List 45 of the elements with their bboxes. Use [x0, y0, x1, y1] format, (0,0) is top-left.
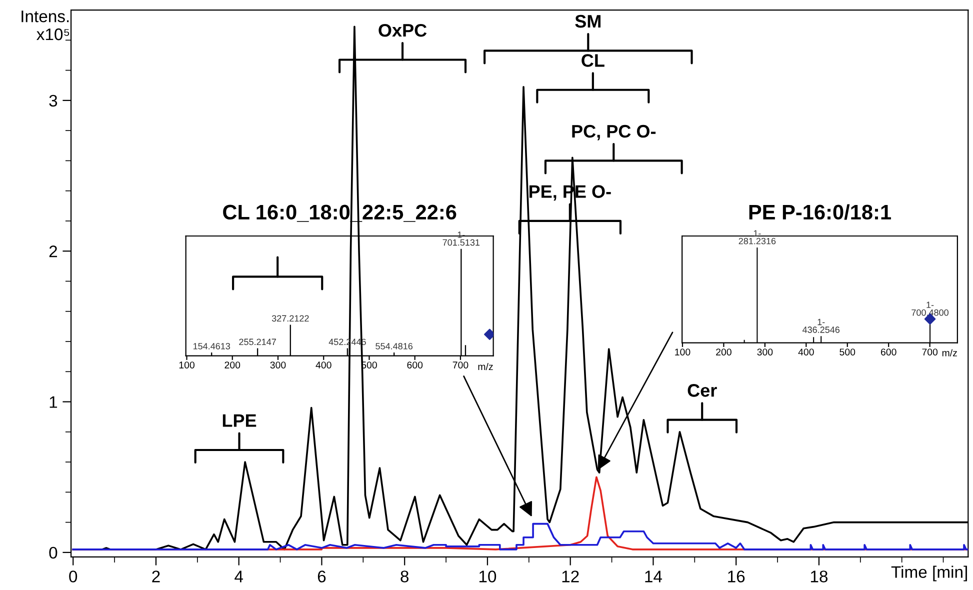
x-tick-label: 300	[270, 362, 286, 368]
x-tick-label: 600	[880, 348, 896, 356]
y-tick-label: 1	[50, 396, 58, 408]
annotation: 554.4816	[376, 342, 413, 350]
x-tick-label: 18	[810, 570, 828, 582]
y-tick-label: 2	[49, 246, 57, 258]
x-tick-label: 10	[479, 570, 496, 582]
annotation: 1- 436.2546	[802, 318, 840, 333]
x-tick-label: 400	[316, 362, 332, 368]
x-tick-label: 600	[407, 362, 423, 368]
x-tick-label: 700	[452, 362, 468, 368]
x-tick-label: 500	[840, 348, 856, 356]
annotation: 327.2122	[272, 315, 309, 322]
x-tick-label: 0	[69, 570, 78, 582]
x-axis-title: m/z	[478, 362, 493, 370]
annotation: 1- 700.4800	[912, 302, 948, 316]
x-tick-label: 2	[152, 570, 160, 582]
y-axis-title: Intens. x10⁵	[22, 10, 70, 40]
x-tick-label: 300	[757, 348, 773, 356]
annotation: Cer	[688, 384, 717, 397]
x-tick-label: 200	[224, 362, 240, 368]
annotation: CL	[582, 54, 604, 67]
x-axis-title: m/z	[942, 349, 957, 356]
annotation: OxPC	[378, 24, 427, 37]
x-tick-label: 6	[318, 570, 326, 582]
x-tick-label: 100	[675, 348, 690, 356]
x-tick-label: 700	[922, 348, 938, 356]
x-tick-label: 14	[645, 570, 662, 582]
x-tick-label: 8	[400, 570, 409, 582]
x-tick-label: 4	[234, 570, 243, 582]
annotation: PC, PC O-	[572, 124, 656, 140]
x-axis-title: Time [min]	[891, 566, 967, 582]
y-tick-label: 3	[49, 94, 58, 107]
y-tick-label: 0	[49, 546, 58, 559]
chart-title: PE P-16:0/18:1	[749, 204, 891, 220]
annotation: 255.2147	[239, 338, 276, 346]
x-tick-label: 16	[728, 570, 745, 582]
annotation: 1- 281.2316	[738, 230, 776, 244]
annotation: LPE	[222, 414, 256, 427]
x-tick-label: 200	[716, 348, 732, 356]
x-tick-label: 12	[562, 570, 579, 582]
annotation: SM	[575, 14, 600, 28]
x-tick-label: 400	[798, 348, 814, 356]
x-tick-label: 100	[179, 362, 194, 368]
annotation: 154.4613	[193, 342, 230, 350]
